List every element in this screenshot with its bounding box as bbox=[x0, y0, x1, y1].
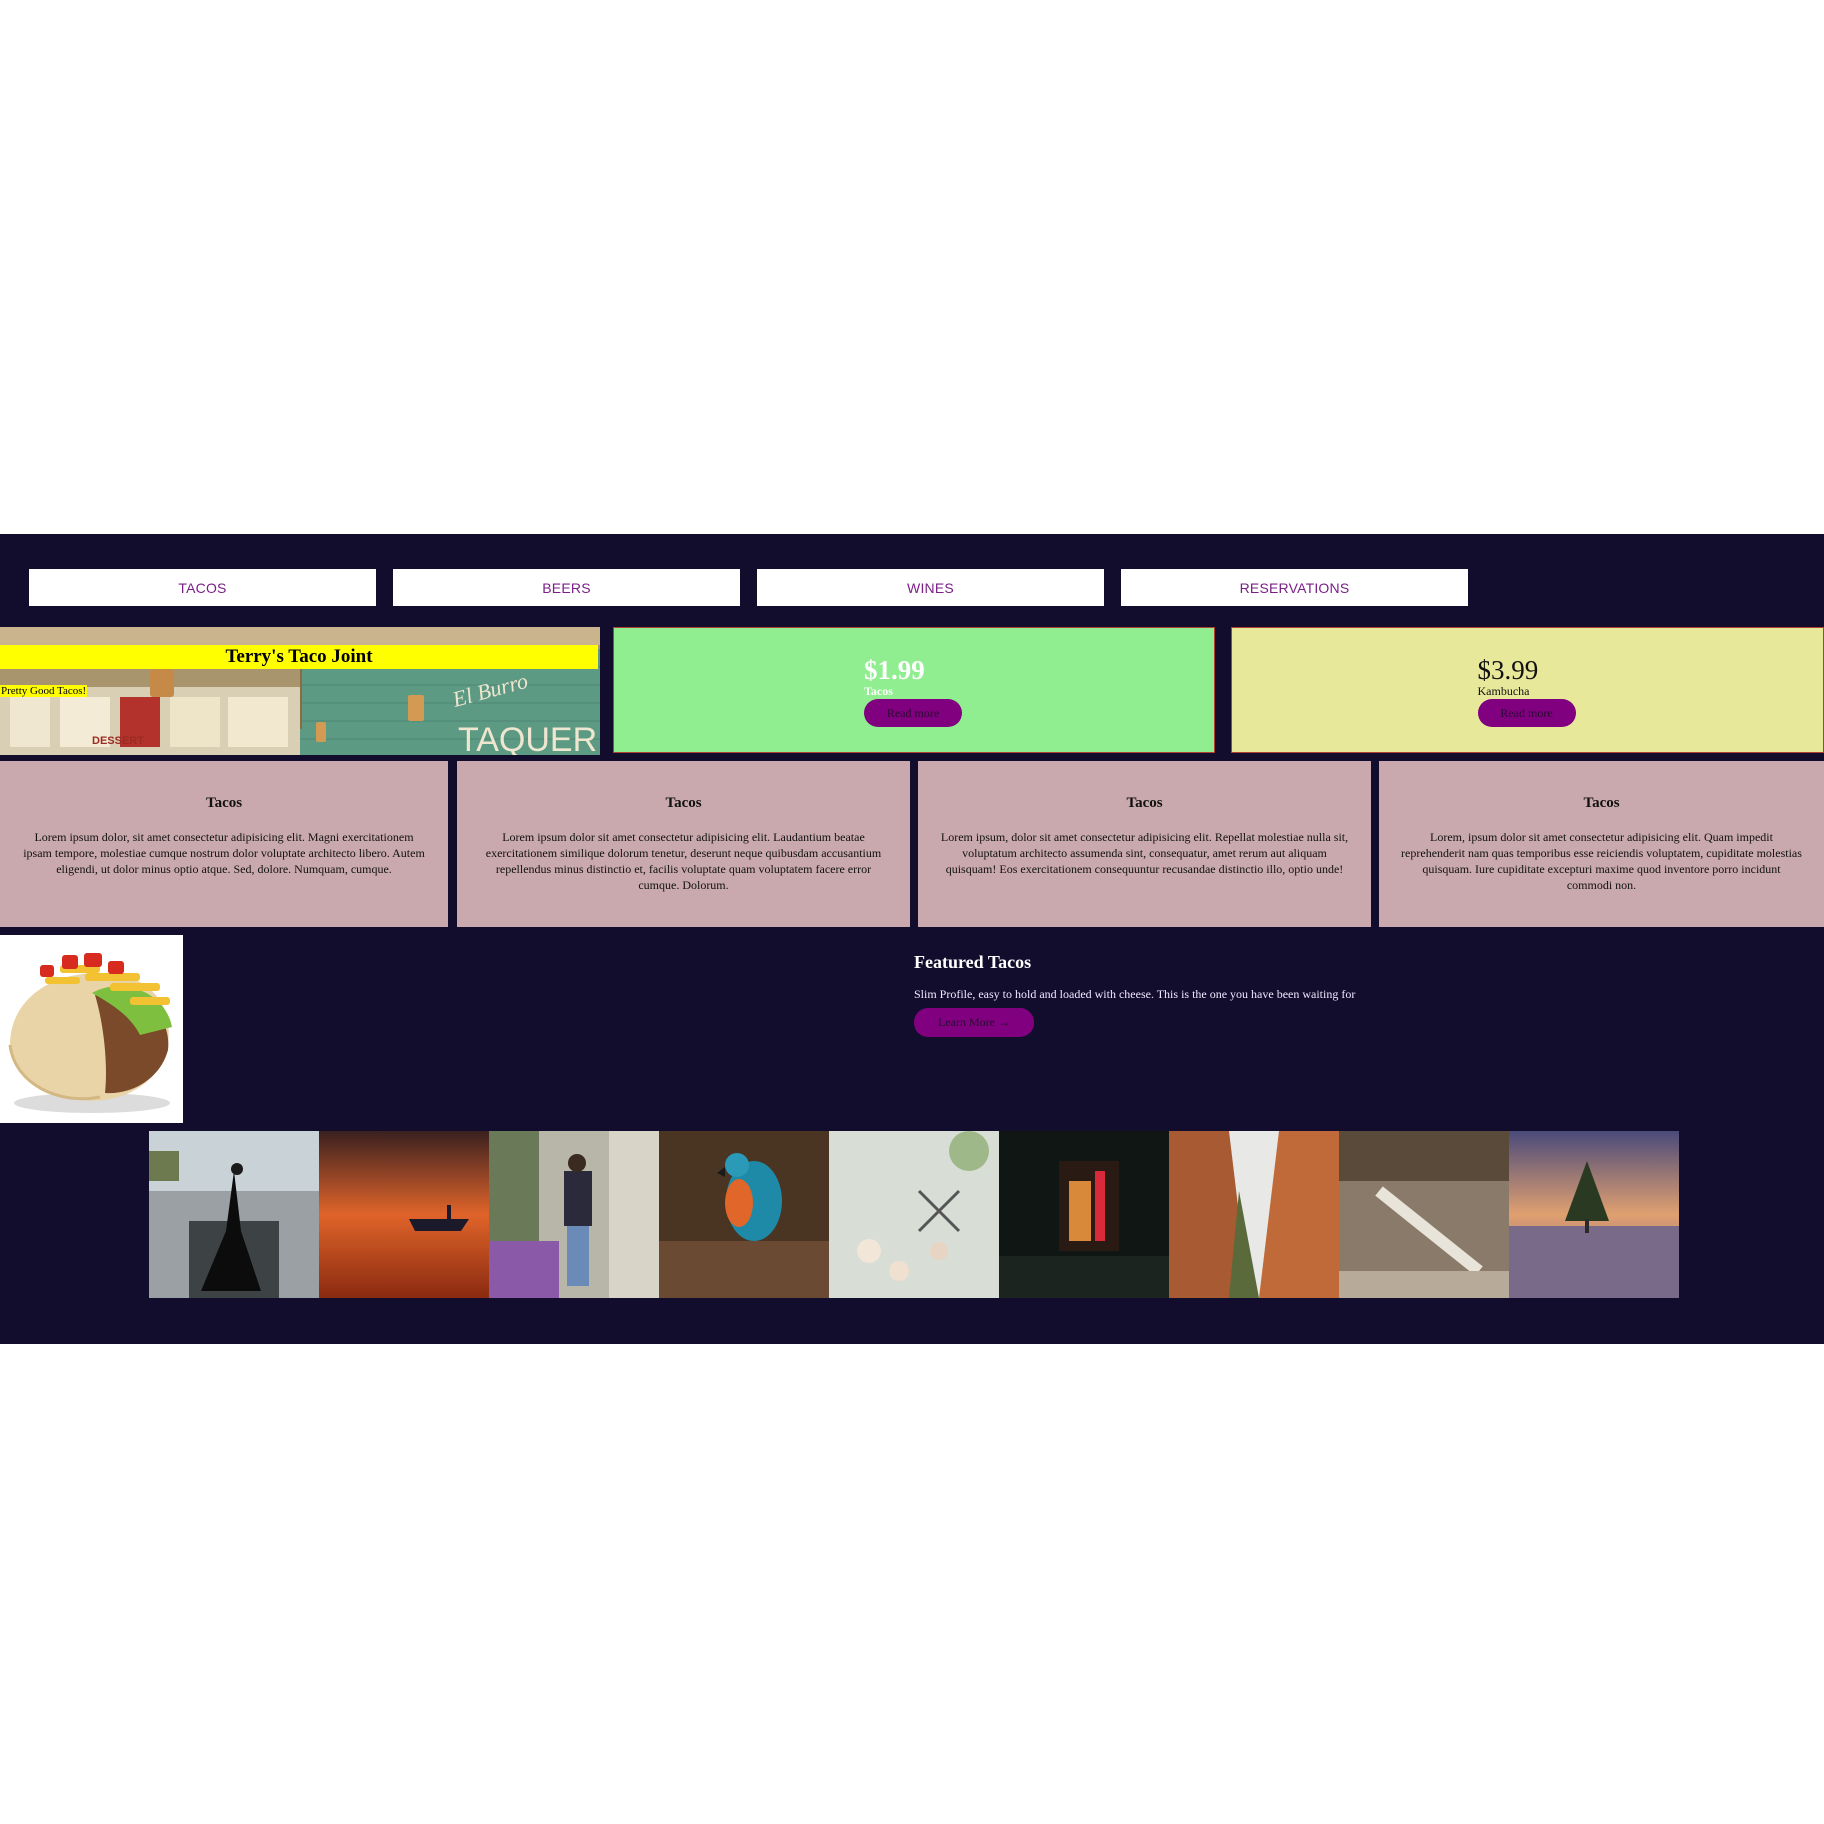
read-more-button[interactable]: Read more bbox=[864, 699, 962, 727]
gallery-photo-dancer[interactable] bbox=[149, 1131, 319, 1298]
info-card-text: Lorem ipsum dolor sit amet consectetur a… bbox=[485, 830, 882, 892]
price-label: Kambucha bbox=[1477, 684, 1530, 698]
site-title: Terry's Taco Joint bbox=[0, 645, 598, 669]
gallery-photo-parrot[interactable] bbox=[659, 1131, 829, 1298]
gallery-photo-flowers-scissors[interactable] bbox=[829, 1131, 999, 1298]
menu-word: DESSERT bbox=[92, 735, 144, 747]
main-nav: TACOS BEERS WINES RESERVATIONS bbox=[29, 569, 1468, 606]
price-card-tacos: $1.99 Tacos Read more bbox=[613, 627, 1215, 753]
info-card: Tacos Lorem ipsum, dolor sit amet consec… bbox=[918, 761, 1371, 927]
featured-title: Featured Tacos bbox=[914, 952, 1032, 972]
price-amount: $1.99 bbox=[864, 655, 925, 685]
info-card-title: Tacos bbox=[205, 795, 243, 811]
gallery-photo-museum-skeleton[interactable] bbox=[1339, 1131, 1509, 1298]
gallery-photo-sunset-boat[interactable] bbox=[319, 1131, 489, 1298]
info-card-text: Lorem ipsum, dolor sit amet consectetur … bbox=[940, 830, 1349, 876]
price-content: $1.99 Tacos Read more bbox=[864, 655, 964, 727]
taco-image bbox=[0, 935, 183, 1123]
info-card-text: Lorem, ipsum dolor sit amet consectetur … bbox=[1401, 830, 1802, 892]
taco-illustration bbox=[8, 953, 172, 1113]
featured-section: Featured Tacos Slim Profile, easy to hol… bbox=[914, 952, 1355, 1037]
nav-reservations-button[interactable]: RESERVATIONS bbox=[1121, 569, 1468, 606]
gallery-photo-canyon[interactable] bbox=[1169, 1131, 1339, 1298]
info-card: Tacos Lorem ipsum dolor, sit amet consec… bbox=[0, 761, 448, 927]
nav-beers-button[interactable]: BEERS bbox=[393, 569, 740, 606]
nav-tacos-button[interactable]: TACOS bbox=[29, 569, 376, 606]
info-card-title: Tacos bbox=[665, 795, 702, 811]
price-card-kambucha: $3.99 Kambucha Read more bbox=[1231, 627, 1824, 753]
photo-gallery bbox=[149, 1131, 1679, 1298]
info-card-text: Lorem ipsum dolor, sit amet consectetur … bbox=[23, 830, 425, 876]
gallery-photo-storefront-night[interactable] bbox=[999, 1131, 1169, 1298]
hero-banner: DESSERT El Burro TAQUERIA Terry's Taco J… bbox=[0, 627, 600, 755]
price-label: Tacos bbox=[864, 684, 893, 698]
price-content: $3.99 Kambucha Read more bbox=[1477, 655, 1578, 727]
price-amount: $3.99 bbox=[1477, 655, 1539, 685]
info-card: Tacos Lorem, ipsum dolor sit amet consec… bbox=[1379, 761, 1824, 927]
featured-description: Slim Profile, easy to hold and loaded wi… bbox=[914, 987, 1356, 1001]
sign-text: TAQUERIA bbox=[458, 721, 600, 755]
page-section: TACOS BEERS WINES RESERVATIONS DESS bbox=[0, 534, 1824, 1344]
info-card-title: Tacos bbox=[1126, 795, 1163, 811]
nav-wines-button[interactable]: WINES bbox=[757, 569, 1104, 606]
gallery-photo-tree-sunset[interactable] bbox=[1509, 1131, 1679, 1298]
gallery-photo-girl-graffiti[interactable] bbox=[489, 1131, 659, 1298]
read-more-button[interactable]: Read more bbox=[1477, 699, 1576, 727]
info-card: Tacos Lorem ipsum dolor sit amet consect… bbox=[457, 761, 910, 927]
learn-more-button[interactable]: Learn More → bbox=[914, 1008, 1034, 1037]
info-card-title: Tacos bbox=[1583, 795, 1620, 811]
site-tagline: Pretty Good Tacos! bbox=[0, 685, 88, 697]
